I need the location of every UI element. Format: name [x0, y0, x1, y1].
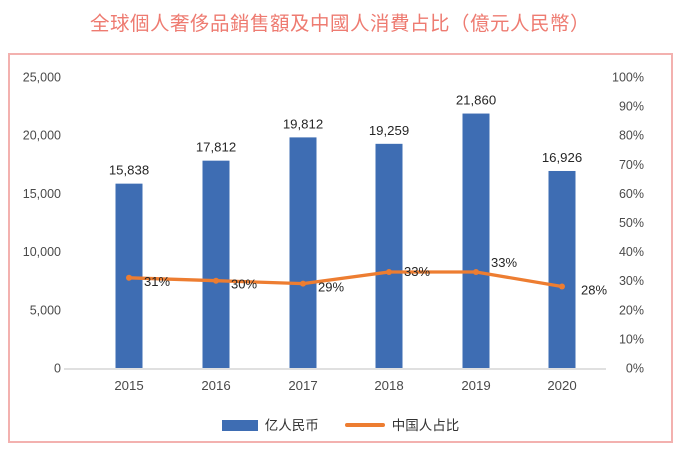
svg-text:16,926: 16,926: [542, 150, 582, 165]
svg-text:20%: 20%: [619, 303, 644, 317]
svg-text:30%: 30%: [231, 277, 257, 292]
legend-item-share: 中国人占比: [344, 417, 460, 433]
svg-text:2015: 2015: [114, 378, 143, 393]
svg-text:21,860: 21,860: [456, 93, 496, 108]
svg-text:2020: 2020: [547, 378, 576, 393]
combo-chart: 0 5,000 10,000 15,000 20,000 25,000 0% 10% 20% 30…: [23, 71, 644, 394]
svg-text:5,000: 5,000: [30, 303, 61, 317]
svg-text:0: 0: [54, 362, 61, 376]
svg-text:15,838: 15,838: [109, 163, 149, 178]
svg-text:70%: 70%: [619, 158, 644, 172]
svg-text:19,259: 19,259: [369, 123, 409, 138]
svg-text:17,812: 17,812: [196, 140, 236, 155]
svg-text:29%: 29%: [318, 280, 344, 295]
svg-text:33%: 33%: [491, 255, 517, 270]
svg-text:0%: 0%: [626, 362, 644, 376]
legend-label-share: 中国人占比: [391, 417, 460, 433]
svg-text:25,000: 25,000: [23, 71, 61, 85]
bar-series-swatch-icon: [221, 419, 258, 431]
chart-container: 0 5,000 10,000 15,000 20,000 25,000 0% 10% 20% 30…: [8, 53, 673, 443]
svg-text:2016: 2016: [201, 378, 230, 393]
svg-text:31%: 31%: [144, 274, 170, 289]
svg-text:10%: 10%: [619, 332, 644, 346]
svg-text:30%: 30%: [619, 274, 644, 288]
chart-legend: 亿人民币 中国人占比: [10, 417, 671, 433]
svg-text:2018: 2018: [374, 378, 403, 393]
svg-text:2019: 2019: [461, 378, 490, 393]
svg-text:10,000: 10,000: [23, 245, 61, 259]
svg-text:40%: 40%: [619, 245, 644, 259]
svg-text:28%: 28%: [581, 283, 607, 298]
svg-text:90%: 90%: [619, 100, 644, 114]
chart-title: 全球個人奢侈品銷售額及中國人消費占比（億元人民幣）: [89, 14, 590, 35]
svg-text:50%: 50%: [619, 216, 644, 230]
svg-text:100%: 100%: [612, 71, 644, 85]
svg-text:80%: 80%: [619, 129, 644, 143]
svg-text:60%: 60%: [619, 187, 644, 201]
svg-text:2017: 2017: [288, 378, 317, 393]
svg-text:33%: 33%: [404, 264, 430, 279]
svg-text:19,812: 19,812: [283, 116, 323, 131]
legend-item-sales: 亿人民币: [221, 417, 319, 433]
line-series-swatch-icon: [344, 423, 385, 428]
svg-text:20,000: 20,000: [23, 129, 61, 143]
svg-text:15,000: 15,000: [23, 187, 61, 201]
legend-label-sales: 亿人民币: [264, 417, 319, 433]
